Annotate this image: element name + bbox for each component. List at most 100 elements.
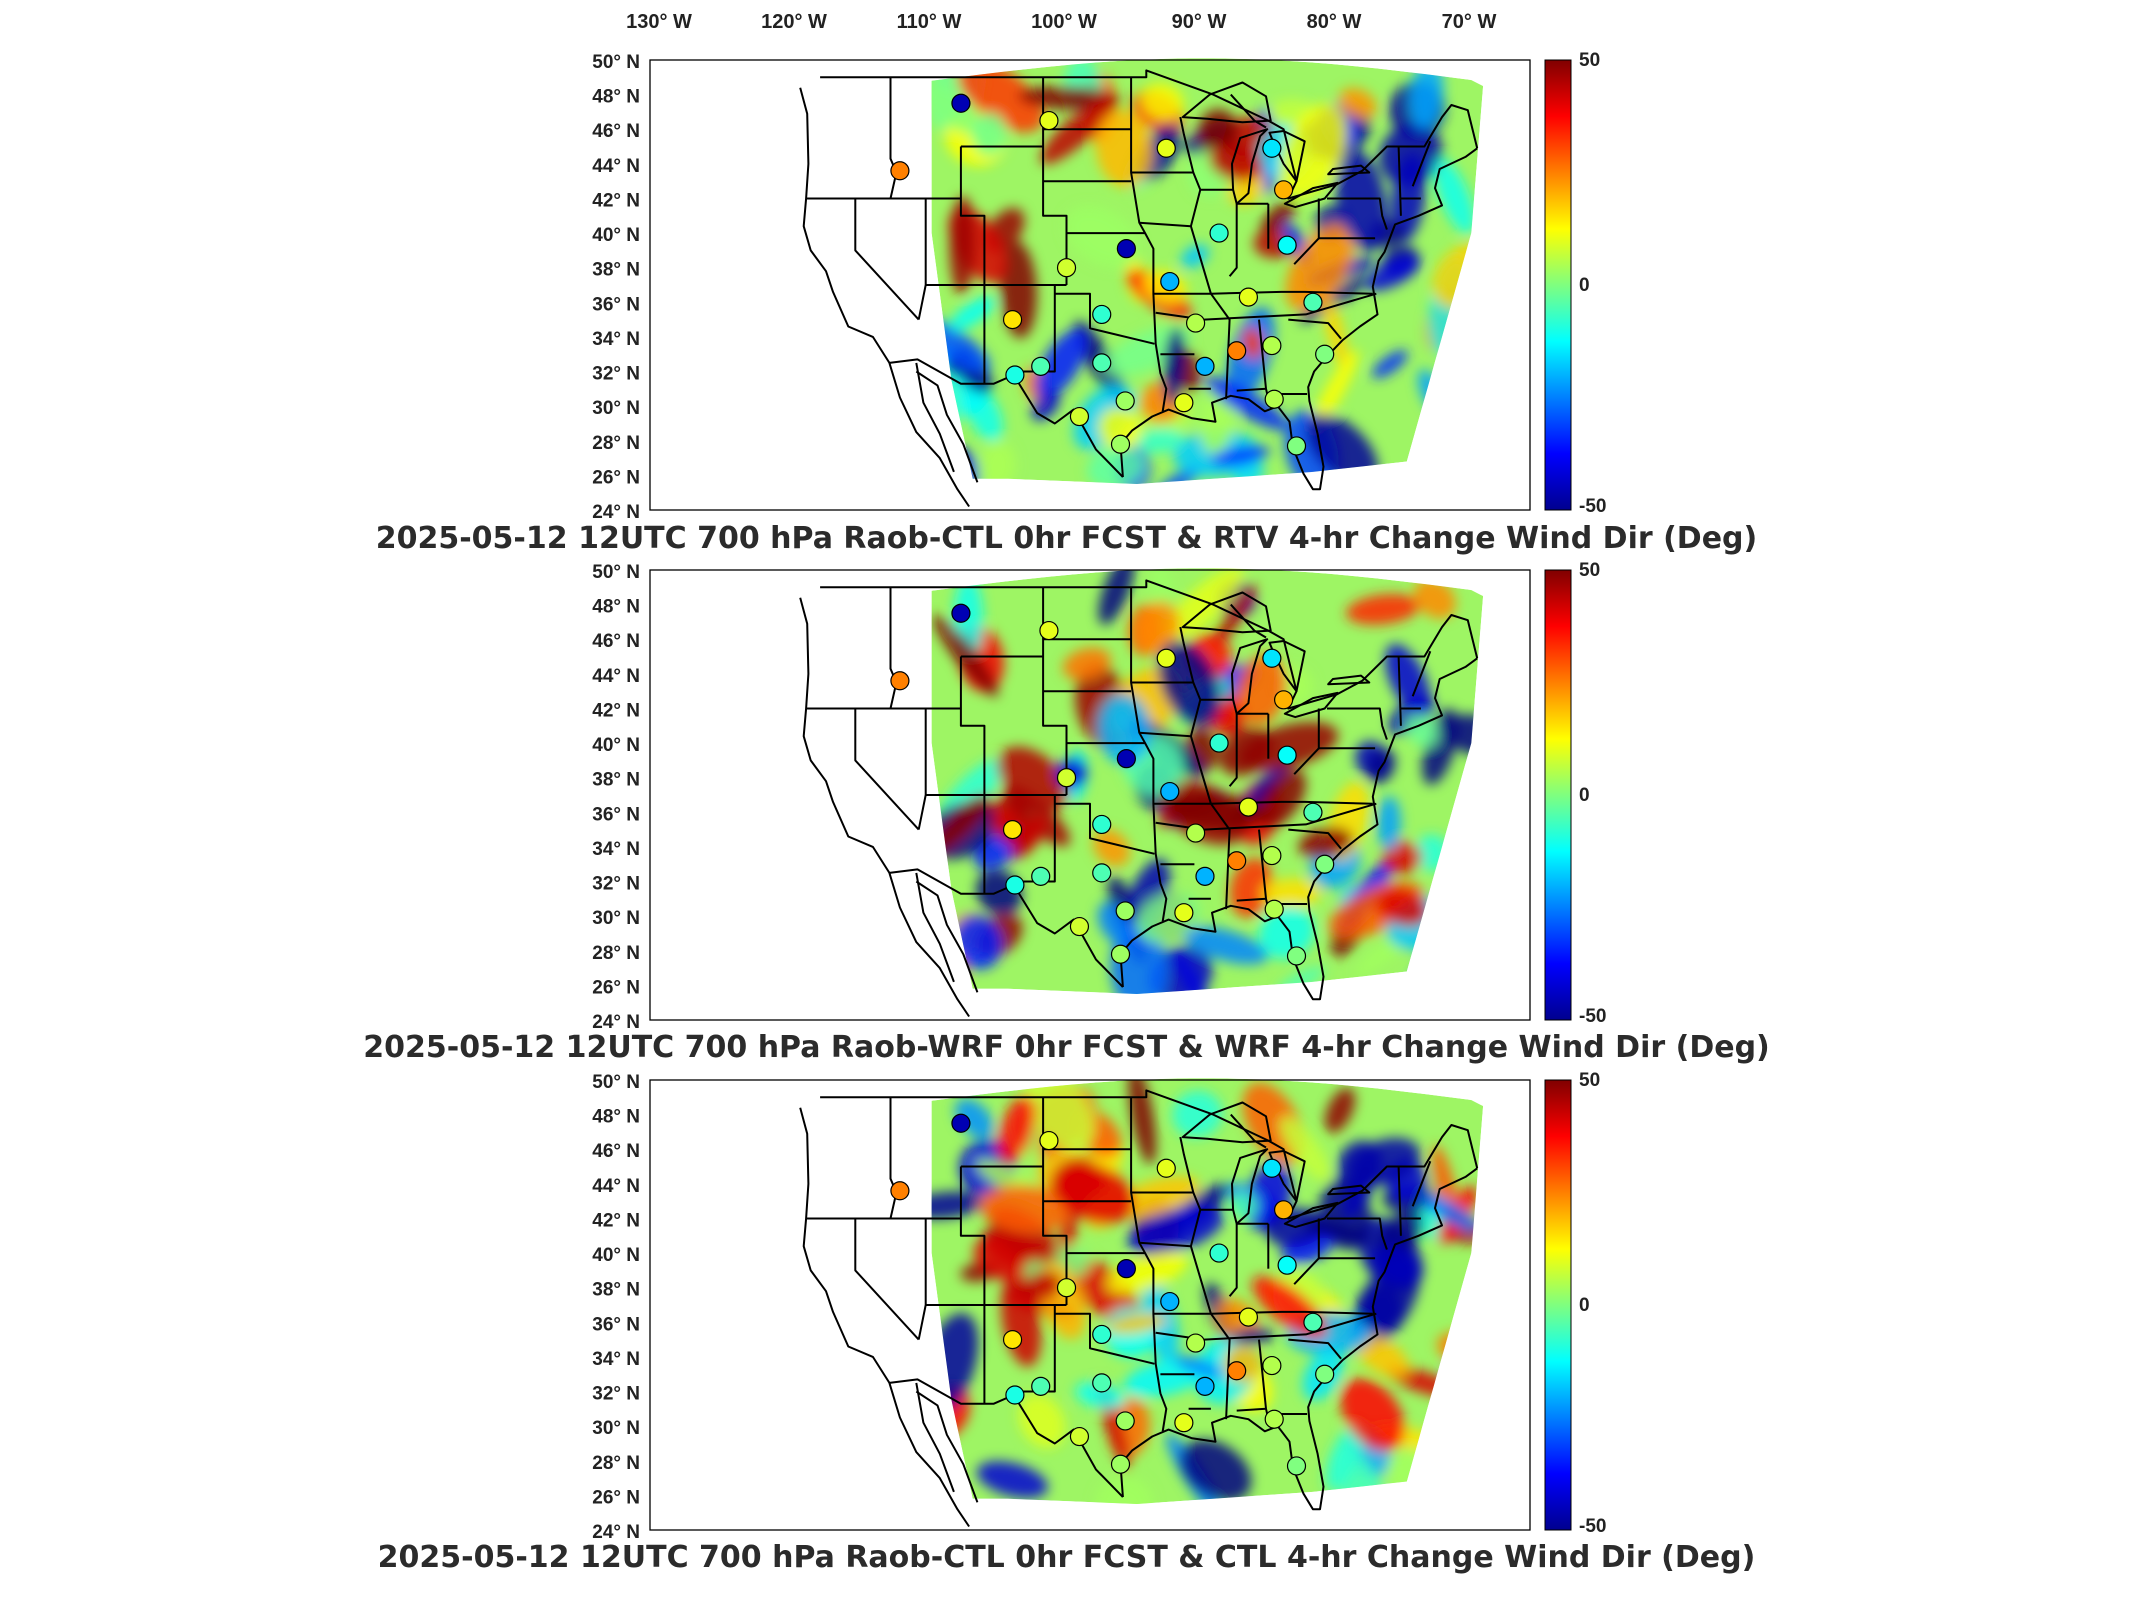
latitude-label: 42° N: [592, 190, 640, 211]
raob-station-marker: [1174, 393, 1194, 413]
raob-stations: [890, 93, 1335, 456]
raob-station-marker: [1005, 875, 1025, 895]
latitude-label: 28° N: [592, 943, 640, 964]
raob-stations: [890, 1113, 1335, 1476]
colorbar-tick-label: 50: [1579, 1070, 1600, 1091]
raob-station-marker: [1286, 1456, 1307, 1476]
raob-station-marker: [1262, 335, 1282, 356]
raob-station-marker: [1315, 854, 1335, 874]
latitude-label: 42° N: [592, 1210, 640, 1231]
raob-station-marker: [1039, 110, 1059, 131]
latitude-label: 24° N: [592, 502, 640, 523]
map-panel-2: 50° N 48° N 46° N 44° N 42° N 40° N 38° N 36° N…: [592, 560, 1606, 1033]
map-frame: [649, 59, 1531, 511]
raob-station-marker: [1174, 1413, 1194, 1433]
colorbar-tick-label: 0: [1579, 785, 1590, 806]
raob-station-marker: [1069, 916, 1090, 937]
latitude-label: 38° N: [592, 770, 640, 791]
latitude-label: 34° N: [592, 1349, 640, 1370]
map-panel-1: 50° N 48° N 46° N 44° N 42° N 40° N 38° N 36° N…: [592, 50, 1606, 523]
panel-title-2: 2025-05-12 12UTC 700 hPa Raob-WRF 0hr FC…: [363, 1030, 1770, 1065]
latitude-labels: 50° N 48° N 46° N 44° N 42° N 40° N 38° N 36° N…: [592, 562, 640, 1033]
raob-station-marker: [1110, 1454, 1131, 1474]
latitude-label: 30° N: [592, 1418, 640, 1439]
longitude-label: 70° W: [1442, 11, 1497, 33]
longitude-label: 130° W: [626, 11, 692, 33]
raob-station-marker: [1110, 944, 1131, 964]
colorbar-tick-label: -50: [1579, 496, 1606, 517]
latitude-label: 44° N: [592, 666, 640, 687]
longitude-label: 100° W: [1031, 11, 1097, 33]
wind-dir-change-field: [931, 1078, 1484, 1504]
raob-station-marker: [1116, 749, 1136, 769]
latitude-label: 40° N: [592, 735, 640, 756]
raob-station-marker: [1277, 745, 1297, 765]
latitude-label: 28° N: [592, 433, 640, 454]
raob-station-marker: [1031, 1376, 1051, 1396]
longitude-label: 120° W: [761, 11, 827, 33]
raob-station-marker: [1069, 1426, 1090, 1447]
raob-station-marker: [1092, 353, 1112, 373]
longitude-labels: 130° W 120° W 110° W 100° W 90° W 80° W 70° W: [626, 11, 1496, 33]
raob-station-marker: [1264, 899, 1284, 919]
raob-station-marker: [1273, 690, 1294, 710]
raob-station-marker: [1002, 820, 1023, 840]
raob-station-marker: [1031, 356, 1051, 376]
raob-station-marker: [1185, 823, 1206, 843]
raob-station-marker: [1115, 1411, 1135, 1431]
colorbar-tick-label: 0: [1579, 275, 1590, 296]
raob-station-marker: [1174, 903, 1194, 923]
latitude-label: 30° N: [592, 908, 640, 929]
raob-station-marker: [1209, 223, 1229, 243]
latitude-label: 26° N: [592, 467, 640, 488]
raob-station-marker: [1303, 1312, 1323, 1332]
latitude-label: 24° N: [592, 1522, 640, 1543]
raob-station-marker: [1209, 733, 1229, 753]
raob-station-marker: [1262, 648, 1282, 668]
latitude-label: 50° N: [592, 52, 640, 73]
colorbar: [1544, 1079, 1572, 1531]
latitude-label: 26° N: [592, 1487, 640, 1508]
raob-station-marker: [1110, 434, 1131, 454]
latitude-label: 32° N: [592, 1384, 640, 1405]
raob-station-marker: [1005, 1385, 1025, 1405]
panel-title-1: 2025-05-12 12UTC 700 hPa Raob-CTL 0hr FC…: [375, 521, 1758, 556]
raob-station-marker: [1056, 258, 1077, 278]
raob-station-marker: [1273, 180, 1294, 200]
raob-station-marker: [1209, 1243, 1229, 1263]
raob-station-marker: [1262, 138, 1282, 158]
latitude-label: 42° N: [592, 700, 640, 721]
raob-station-marker: [1092, 814, 1112, 835]
raob-station-marker: [1227, 341, 1247, 361]
latitude-label: 46° N: [592, 121, 640, 142]
colorbar-tick-label: -50: [1579, 1006, 1606, 1027]
latitude-label: 34° N: [592, 329, 640, 350]
wind-dir-change-field: [931, 568, 1484, 994]
raob-station-marker: [1116, 1259, 1136, 1279]
raob-station-marker: [1005, 365, 1025, 385]
raob-station-marker: [1039, 620, 1059, 641]
raob-station-marker: [1227, 851, 1247, 871]
colorbar-tick-label: 50: [1579, 560, 1600, 581]
raob-station-marker: [1238, 1307, 1259, 1327]
latitude-label: 50° N: [592, 562, 640, 583]
raob-station-marker: [1195, 356, 1215, 376]
latitude-label: 48° N: [592, 1107, 640, 1128]
latitude-label: 36° N: [592, 1314, 640, 1335]
latitude-label: 32° N: [592, 364, 640, 385]
raob-station-marker: [1156, 648, 1176, 668]
raob-station-marker: [1262, 1355, 1282, 1376]
raob-station-marker: [1031, 866, 1051, 886]
latitude-label: 26° N: [592, 977, 640, 998]
raob-station-marker: [1238, 287, 1259, 307]
raob-station-marker: [1286, 946, 1307, 966]
raob-station-marker: [1185, 313, 1206, 333]
raob-station-marker: [1262, 845, 1282, 866]
longitude-label: 110° W: [897, 11, 962, 33]
raob-station-marker: [1273, 1200, 1294, 1220]
colorbar-tick-label: 0: [1579, 1295, 1590, 1316]
colorbar: [1544, 569, 1572, 1021]
latitude-label: 30° N: [592, 398, 640, 419]
latitude-label: 46° N: [592, 631, 640, 652]
